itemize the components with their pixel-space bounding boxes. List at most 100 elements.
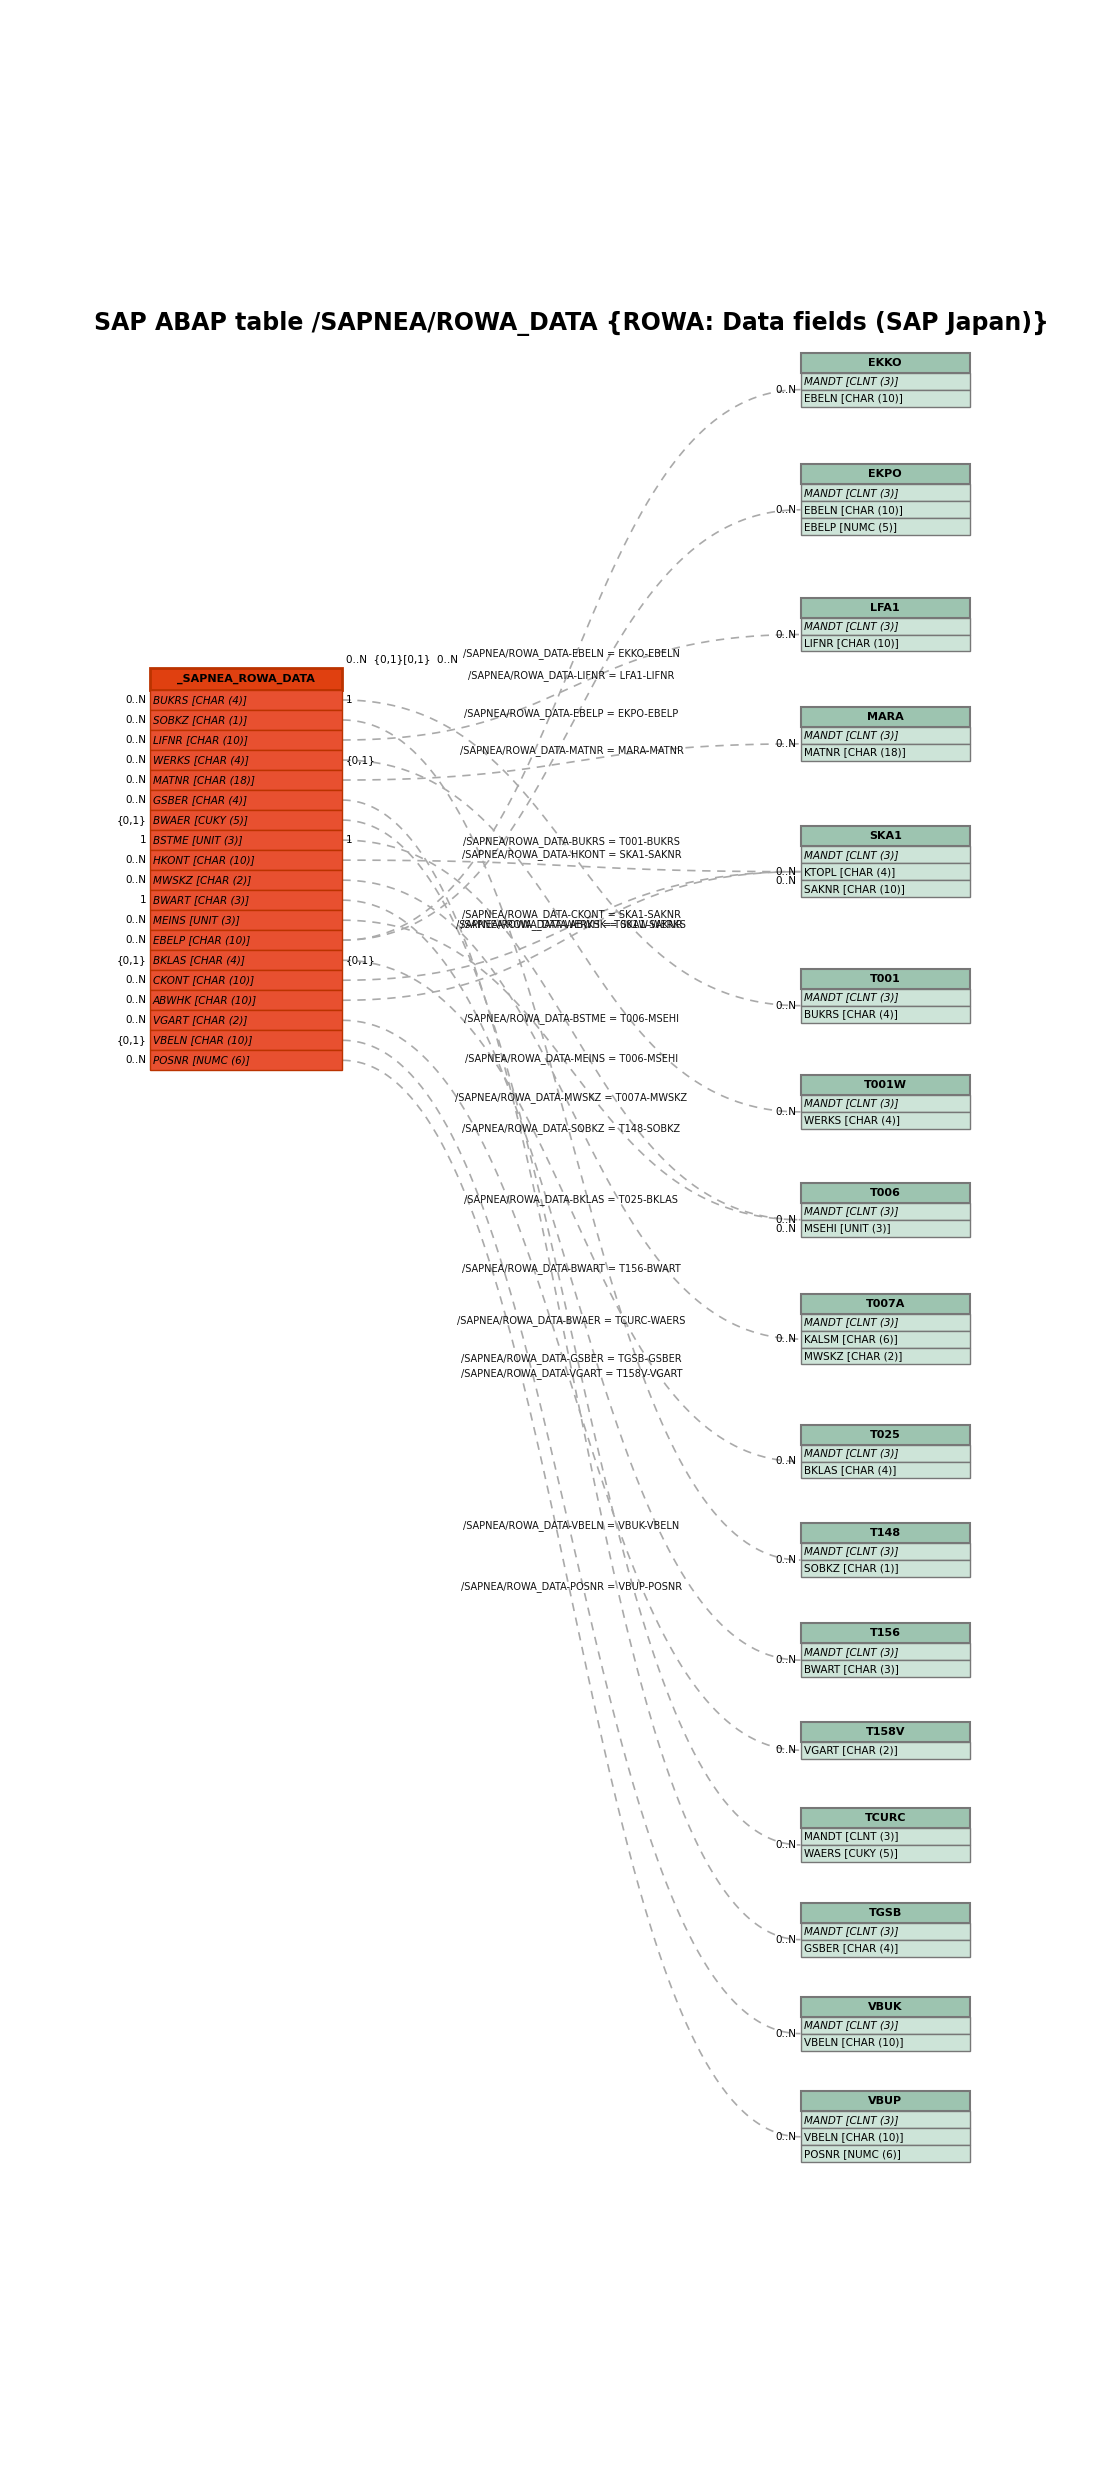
Text: MEINS [UNIT (3)]: MEINS [UNIT (3)] xyxy=(153,916,240,926)
Text: BWAER [CUKY (5)]: BWAER [CUKY (5)] xyxy=(153,814,248,824)
Text: {0,1}: {0,1} xyxy=(346,956,375,966)
Text: _SAPNEA_ROWA_DATA: _SAPNEA_ROWA_DATA xyxy=(177,675,316,685)
Text: BUKRS [CHAR (4)]: BUKRS [CHAR (4)] xyxy=(804,1008,898,1018)
Bar xyxy=(149,971,342,991)
Text: 0..N: 0..N xyxy=(125,976,146,986)
Text: 1: 1 xyxy=(346,834,352,844)
Text: 1: 1 xyxy=(139,834,146,844)
Text: 0..N: 0..N xyxy=(775,2029,796,2039)
Text: 0..N: 0..N xyxy=(775,1745,796,1755)
Bar xyxy=(801,2129,970,2146)
Bar xyxy=(801,1845,970,1863)
Text: HKONT [CHAR (10)]: HKONT [CHAR (10)] xyxy=(153,854,254,864)
Text: 1: 1 xyxy=(139,896,146,906)
Bar xyxy=(801,1922,970,1940)
Text: MARA: MARA xyxy=(866,712,903,722)
Text: 0..N: 0..N xyxy=(125,735,146,745)
Text: T025: T025 xyxy=(870,1429,901,1439)
Text: /SAPNEA/ROWA_DATA-BSTME = T006-MSEHI: /SAPNEA/ROWA_DATA-BSTME = T006-MSEHI xyxy=(464,1013,679,1023)
Bar xyxy=(801,1203,970,1220)
Bar xyxy=(801,1997,970,2017)
Text: 1: 1 xyxy=(346,695,352,705)
Bar xyxy=(801,463,970,486)
Text: MANDT [CLNT (3)]: MANDT [CLNT (3)] xyxy=(804,1833,898,1843)
Bar xyxy=(801,1096,970,1113)
Text: /SAPNEA/ROWA_DATA-BUKRS = T001-BUKRS: /SAPNEA/ROWA_DATA-BUKRS = T001-BUKRS xyxy=(463,837,680,847)
Text: TGSB: TGSB xyxy=(869,1907,902,1917)
Text: 0..N: 0..N xyxy=(125,794,146,804)
Text: 0..N: 0..N xyxy=(125,936,146,946)
Bar xyxy=(149,690,342,710)
Bar xyxy=(149,1011,342,1031)
Bar xyxy=(801,1721,970,1743)
Text: BWART [CHAR (3)]: BWART [CHAR (3)] xyxy=(153,896,249,906)
Text: VBELN [CHAR (10)]: VBELN [CHAR (10)] xyxy=(804,2131,903,2141)
Text: MANDT [CLNT (3)]: MANDT [CLNT (3)] xyxy=(804,1927,898,1937)
Text: T006: T006 xyxy=(870,1188,901,1198)
Bar xyxy=(801,879,970,896)
Text: /SAPNEA/ROWA_DATA-GSBER = TGSB-GSBER: /SAPNEA/ROWA_DATA-GSBER = TGSB-GSBER xyxy=(462,1352,681,1365)
Text: SKA1: SKA1 xyxy=(869,832,902,842)
Text: T156: T156 xyxy=(870,1628,901,1638)
Text: /SAPNEA/ROWA_DATA-MEINS = T006-MSEHI: /SAPNEA/ROWA_DATA-MEINS = T006-MSEHI xyxy=(465,1053,678,1063)
Text: {0,1}: {0,1} xyxy=(116,956,146,966)
Text: 0..N: 0..N xyxy=(775,1457,796,1467)
Bar xyxy=(149,849,342,869)
Text: MSEHI [UNIT (3)]: MSEHI [UNIT (3)] xyxy=(804,1223,890,1233)
Bar xyxy=(801,707,970,727)
Bar xyxy=(801,1808,970,1828)
Text: 0..N: 0..N xyxy=(125,754,146,764)
Text: /SAPNEA/ROWA_DATA-BWAER = TCURC-WAERS: /SAPNEA/ROWA_DATA-BWAER = TCURC-WAERS xyxy=(457,1315,686,1327)
Bar xyxy=(149,931,342,951)
Text: T158V: T158V xyxy=(865,1726,905,1736)
Bar xyxy=(801,745,970,762)
Bar xyxy=(801,486,970,500)
Text: MWSKZ [CHAR (2)]: MWSKZ [CHAR (2)] xyxy=(804,1352,902,1362)
Text: T007A: T007A xyxy=(865,1300,905,1310)
Bar xyxy=(801,1347,970,1365)
Text: 0..N: 0..N xyxy=(775,740,796,749)
Text: SAP ABAP table /SAPNEA/ROWA_DATA {ROWA: Data fields (SAP Japan)}: SAP ABAP table /SAPNEA/ROWA_DATA {ROWA: … xyxy=(94,311,1049,336)
Bar xyxy=(149,789,342,809)
Text: 0..N: 0..N xyxy=(125,1016,146,1026)
Text: /SAPNEA/ROWA_DATA-VGART = T158V-VGART: /SAPNEA/ROWA_DATA-VGART = T158V-VGART xyxy=(460,1367,682,1379)
Text: LIFNR [CHAR (10)]: LIFNR [CHAR (10)] xyxy=(153,735,248,745)
Bar xyxy=(801,1561,970,1576)
Text: 0..N: 0..N xyxy=(775,1840,796,1850)
Text: 0..N: 0..N xyxy=(775,1556,796,1566)
Text: MATNR [CHAR (18)]: MATNR [CHAR (18)] xyxy=(804,747,905,757)
Bar xyxy=(801,2034,970,2052)
Text: 0..N: 0..N xyxy=(775,630,796,640)
Text: EKKO: EKKO xyxy=(869,359,902,369)
Text: MATNR [CHAR (18)]: MATNR [CHAR (18)] xyxy=(153,774,255,784)
Text: SAKNR [CHAR (10)]: SAKNR [CHAR (10)] xyxy=(804,884,904,894)
Text: KTOPL [CHAR (4)]: KTOPL [CHAR (4)] xyxy=(804,867,895,876)
Text: /SAPNEA/ROWA_DATA-BWART = T156-BWART: /SAPNEA/ROWA_DATA-BWART = T156-BWART xyxy=(462,1262,681,1275)
Bar xyxy=(801,1902,970,1922)
Text: /SAPNEA/ROWA_DATA-POSNR = VBUP-POSNR: /SAPNEA/ROWA_DATA-POSNR = VBUP-POSNR xyxy=(460,1581,682,1594)
Bar xyxy=(801,1330,970,1347)
Bar xyxy=(149,911,342,931)
Text: /SAPNEA/ROWA_DATA-BKLAS = T025-BKLAS: /SAPNEA/ROWA_DATA-BKLAS = T025-BKLAS xyxy=(465,1193,678,1205)
Bar xyxy=(801,727,970,745)
Text: VBELN [CHAR (10)]: VBELN [CHAR (10)] xyxy=(804,2037,903,2047)
Bar xyxy=(801,598,970,618)
Text: SOBKZ [CHAR (1)]: SOBKZ [CHAR (1)] xyxy=(153,715,248,725)
Text: MANDT [CLNT (3)]: MANDT [CLNT (3)] xyxy=(804,1098,898,1108)
Bar xyxy=(801,500,970,518)
Text: MANDT [CLNT (3)]: MANDT [CLNT (3)] xyxy=(804,1449,898,1459)
Bar xyxy=(149,991,342,1011)
Text: 0..N: 0..N xyxy=(775,2131,796,2141)
Text: 0..N: 0..N xyxy=(125,1056,146,1066)
Text: 0..N: 0..N xyxy=(775,867,796,876)
Bar xyxy=(801,1113,970,1128)
Text: /SAPNEA/ROWA_DATA-LIFNR = LFA1-LIFNR: /SAPNEA/ROWA_DATA-LIFNR = LFA1-LIFNR xyxy=(468,670,675,682)
Bar xyxy=(801,1462,970,1479)
Bar xyxy=(801,618,970,635)
Text: 0..N: 0..N xyxy=(125,996,146,1006)
Text: LIFNR [CHAR (10)]: LIFNR [CHAR (10)] xyxy=(804,637,899,647)
Bar xyxy=(149,951,342,971)
Bar xyxy=(801,1743,970,1758)
Text: /SAPNEA/ROWA_DATA-HKONT = SKA1-SAKNR: /SAPNEA/ROWA_DATA-HKONT = SKA1-SAKNR xyxy=(462,849,681,859)
Text: MANDT [CLNT (3)]: MANDT [CLNT (3)] xyxy=(804,849,898,859)
